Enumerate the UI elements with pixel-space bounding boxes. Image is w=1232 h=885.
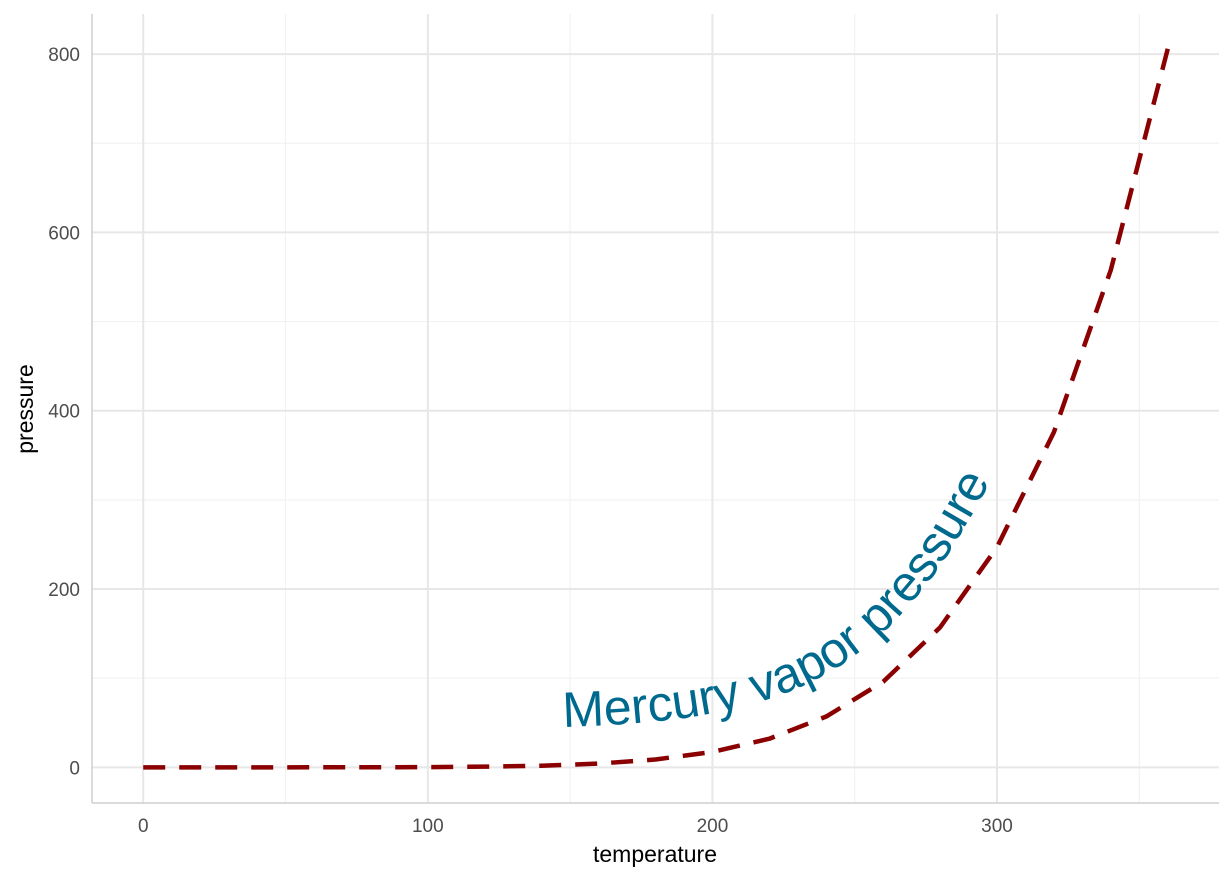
y-tick-label: 0 <box>69 758 80 779</box>
x-tick-label: 0 <box>138 816 149 837</box>
y-tick-label: 600 <box>48 223 80 244</box>
curve-annotation-text: Mercury vapor pressure <box>561 460 1000 738</box>
series-line <box>143 48 1170 770</box>
x-tick-label: 300 <box>981 816 1013 837</box>
x-axis-title: temperature <box>593 841 717 867</box>
curve-annotation-label: Mercury vapor pressure <box>561 460 1000 738</box>
x-tick-label: 200 <box>697 816 729 837</box>
tick-labels: 0 100 200 300 0 200 400 600 800 <box>48 45 1013 837</box>
y-tick-label: 400 <box>48 402 80 423</box>
y-tick-label: 200 <box>48 580 80 601</box>
minor-gridlines <box>92 14 1219 803</box>
y-tick-label: 800 <box>48 45 80 66</box>
y-axis-title: pressure <box>12 364 38 453</box>
axes <box>91 14 1219 804</box>
major-gridlines <box>92 14 1219 803</box>
x-tick-label: 100 <box>412 816 444 837</box>
series <box>143 48 1170 770</box>
annotations: Mercury vapor pressure <box>561 460 1000 738</box>
